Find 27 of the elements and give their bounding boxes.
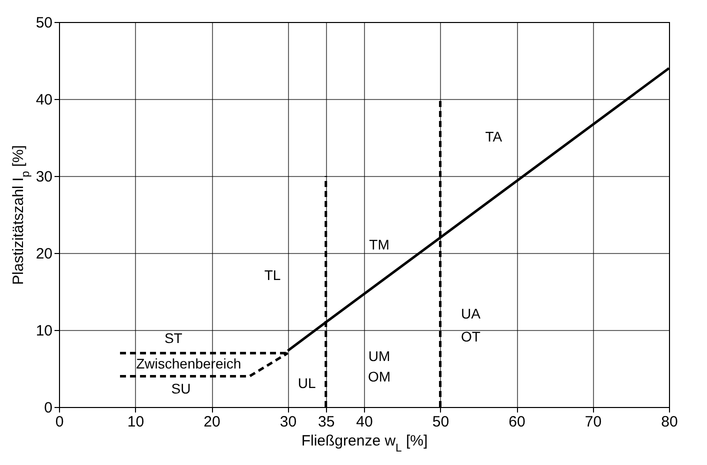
y-tick-label: 40 — [36, 92, 52, 108]
x-tick-label: 80 — [661, 414, 678, 430]
y-tick-label: 50 — [36, 14, 52, 32]
y-tick-label: 30 — [36, 168, 52, 186]
x-axis-title: Fließgrenze w$_{L}$ [%] — [301, 432, 428, 454]
annotation: UA — [461, 306, 482, 322]
x-tick-label: 20 — [204, 414, 220, 430]
annotation: OT — [461, 328, 481, 345]
annotation: TA — [485, 128, 503, 144]
x-tick-label: 0 — [55, 414, 64, 430]
x-tick-label: 50 — [432, 414, 450, 430]
y-tick-label: 20 — [36, 246, 52, 262]
x-tick-label: 60 — [508, 414, 526, 430]
y-tick-label: 0 — [44, 400, 52, 416]
annotation: ST — [164, 330, 183, 346]
annotation: TM — [369, 236, 390, 252]
x-tick-label: 10 — [127, 414, 144, 430]
annotation: TL — [264, 267, 281, 284]
annotation: SU — [171, 380, 191, 396]
x-tick-label: 40 — [356, 414, 373, 430]
annotation: UL — [298, 374, 316, 391]
x-tick-label: 30 — [280, 414, 297, 430]
x-tick-label: 70 — [584, 414, 602, 430]
annotation: OM — [368, 368, 391, 385]
y-tick-label: 10 — [36, 322, 52, 340]
annotation: UM — [368, 348, 390, 364]
x-tick-label: 35 — [318, 414, 335, 430]
